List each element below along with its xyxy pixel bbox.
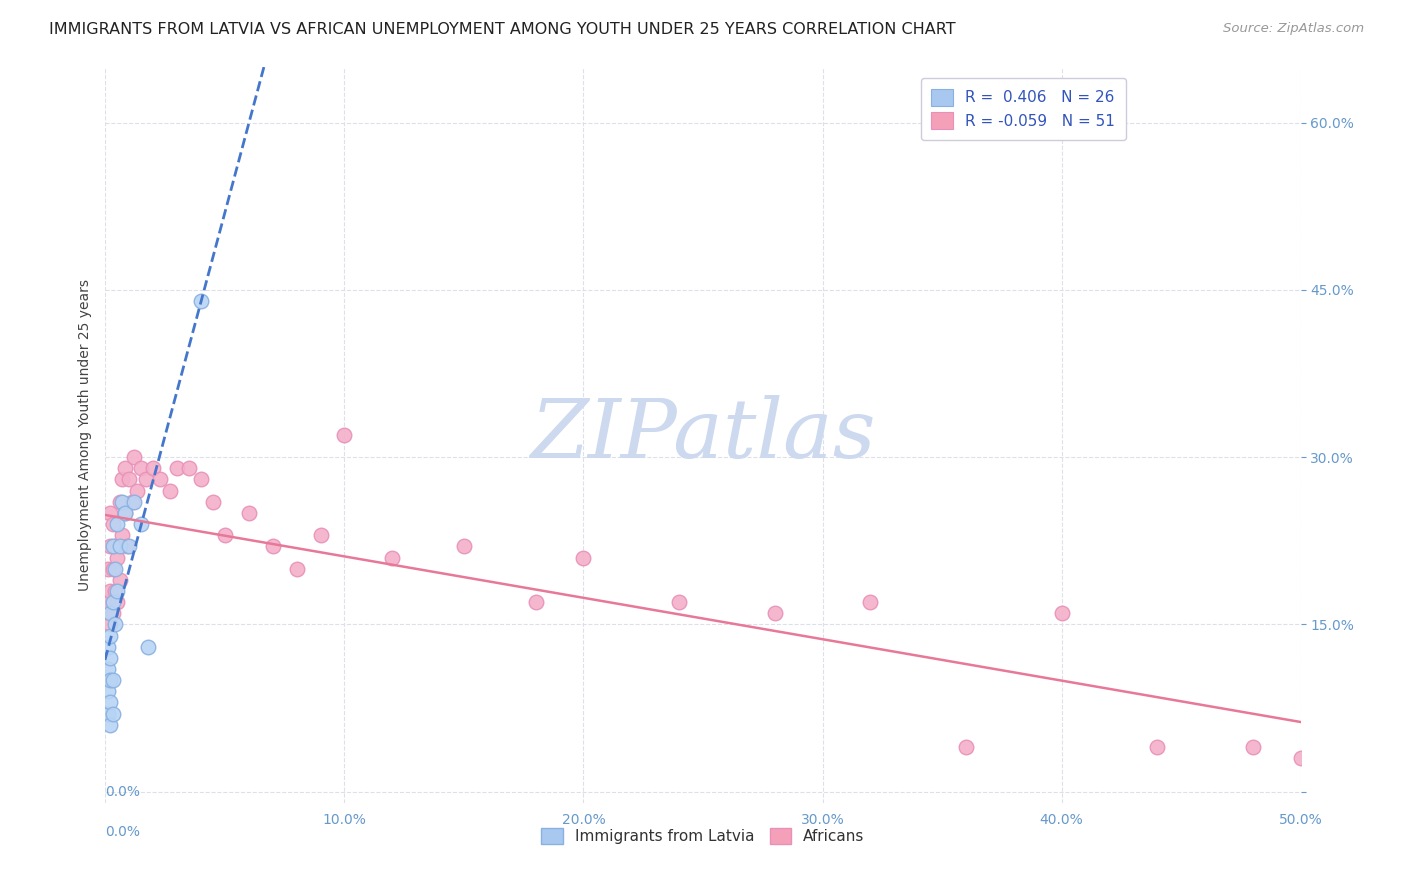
Point bbox=[98, 506, 121, 520]
Point bbox=[101, 562, 124, 576]
Point bbox=[524, 595, 547, 609]
Point bbox=[97, 662, 120, 676]
Point bbox=[104, 562, 127, 576]
Point bbox=[107, 583, 129, 598]
Point bbox=[177, 461, 201, 475]
Point bbox=[101, 706, 124, 721]
Point bbox=[107, 595, 129, 609]
Point bbox=[98, 607, 121, 621]
Point bbox=[166, 461, 188, 475]
Point bbox=[309, 528, 332, 542]
Point bbox=[285, 562, 308, 576]
Point bbox=[149, 472, 172, 486]
Point bbox=[101, 539, 124, 553]
Text: Source: ZipAtlas.com: Source: ZipAtlas.com bbox=[1223, 22, 1364, 36]
Point bbox=[668, 595, 690, 609]
Point bbox=[97, 562, 120, 576]
Point bbox=[202, 494, 225, 508]
Point bbox=[142, 461, 165, 475]
Point bbox=[104, 583, 127, 598]
Point bbox=[107, 550, 129, 565]
Legend: Immigrants from Latvia, Africans: Immigrants from Latvia, Africans bbox=[536, 822, 870, 850]
Point bbox=[101, 607, 124, 621]
Point bbox=[572, 550, 595, 565]
Point bbox=[114, 461, 136, 475]
Text: IMMIGRANTS FROM LATVIA VS AFRICAN UNEMPLOYMENT AMONG YOUTH UNDER 25 YEARS CORREL: IMMIGRANTS FROM LATVIA VS AFRICAN UNEMPL… bbox=[49, 22, 956, 37]
Point bbox=[98, 673, 121, 687]
Point bbox=[107, 517, 129, 532]
Text: 0.0%: 0.0% bbox=[105, 825, 141, 838]
Point bbox=[108, 494, 131, 508]
Point bbox=[104, 539, 127, 553]
Point bbox=[108, 539, 131, 553]
Point bbox=[138, 640, 160, 654]
Point bbox=[97, 706, 120, 721]
Point bbox=[381, 550, 404, 565]
Point bbox=[238, 506, 260, 520]
Point bbox=[98, 617, 121, 632]
Point bbox=[955, 740, 977, 755]
Point bbox=[1050, 607, 1073, 621]
Point bbox=[1289, 751, 1312, 765]
Point bbox=[125, 483, 148, 498]
Text: ZIPatlas: ZIPatlas bbox=[530, 395, 876, 475]
Point bbox=[101, 673, 124, 687]
Point bbox=[129, 461, 153, 475]
Point bbox=[190, 472, 212, 486]
Point bbox=[859, 595, 882, 609]
Point bbox=[111, 494, 134, 508]
Point bbox=[214, 528, 236, 542]
Point bbox=[333, 427, 356, 442]
Point bbox=[97, 640, 120, 654]
Point bbox=[763, 607, 786, 621]
Point bbox=[101, 517, 124, 532]
Point bbox=[114, 506, 136, 520]
Point bbox=[98, 628, 121, 642]
Point bbox=[122, 494, 145, 508]
Point bbox=[118, 539, 141, 553]
Point bbox=[98, 696, 121, 710]
Point bbox=[97, 684, 120, 698]
Point bbox=[98, 717, 121, 731]
Point bbox=[114, 506, 136, 520]
Point bbox=[190, 293, 212, 308]
Point bbox=[101, 595, 124, 609]
Point bbox=[108, 573, 131, 587]
Point bbox=[98, 651, 121, 665]
Point bbox=[159, 483, 181, 498]
Text: 0.0%: 0.0% bbox=[105, 785, 141, 798]
Point bbox=[98, 583, 121, 598]
Point bbox=[122, 450, 145, 464]
Point bbox=[135, 472, 157, 486]
Point bbox=[453, 539, 475, 553]
Point bbox=[111, 472, 134, 486]
Point bbox=[121, 494, 143, 508]
Point bbox=[262, 539, 284, 553]
Point bbox=[1146, 740, 1168, 755]
Point bbox=[1241, 740, 1264, 755]
Point bbox=[118, 472, 141, 486]
Point bbox=[115, 539, 138, 553]
Point bbox=[129, 517, 153, 532]
Point bbox=[97, 595, 120, 609]
Point bbox=[104, 617, 127, 632]
Point bbox=[111, 528, 134, 542]
Point bbox=[98, 539, 121, 553]
Y-axis label: Unemployment Among Youth under 25 years: Unemployment Among Youth under 25 years bbox=[77, 279, 91, 591]
